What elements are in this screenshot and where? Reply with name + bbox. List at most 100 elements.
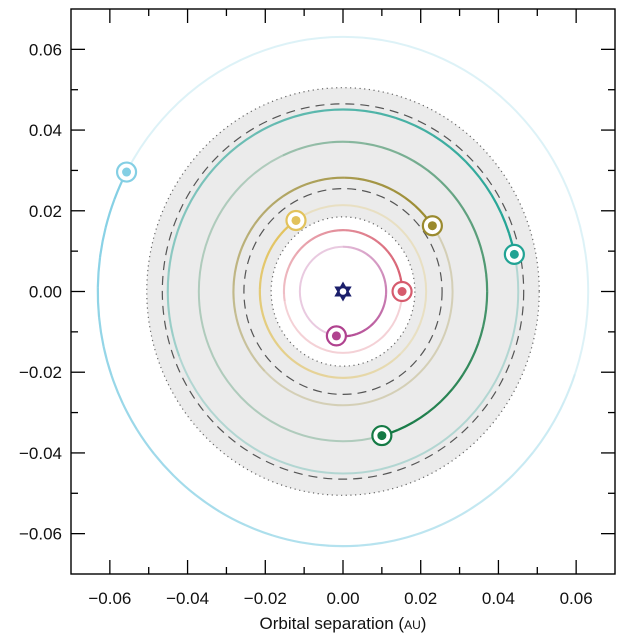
orbit-trail <box>413 160 429 172</box>
orbit-trail <box>366 253 372 259</box>
orbit-trail <box>485 274 489 292</box>
orbit-trail <box>466 493 493 512</box>
orbit-trail <box>152 452 175 477</box>
orbit-trail <box>392 353 402 362</box>
orbit-trail <box>234 312 240 326</box>
orbit-trail <box>293 110 315 118</box>
orbit-trail <box>207 158 224 176</box>
planet-marker <box>331 331 341 341</box>
x-tick-label: −0.06 <box>88 589 131 608</box>
orbit-trail <box>485 291 489 310</box>
orbit-trail <box>263 318 269 330</box>
x-tick-label: −0.04 <box>166 589 209 608</box>
orbit-trail <box>293 183 307 191</box>
orbit-trail <box>299 364 310 372</box>
orbit-trail <box>344 176 358 180</box>
x-tick-label: 0.06 <box>560 589 593 608</box>
orbit-trail <box>274 233 283 243</box>
x-tick-labels: −0.06 −0.04 −0.02 0.00 0.02 0.04 0.06 <box>88 589 592 608</box>
orbit-trail <box>346 334 352 338</box>
host-star <box>334 281 352 302</box>
orbit-trail <box>355 108 376 114</box>
orbit-trail <box>366 369 377 376</box>
orbit-trail <box>391 256 397 265</box>
orbit-trail <box>357 540 387 547</box>
orbit-trail <box>397 421 414 431</box>
orbit-trail <box>356 331 362 336</box>
orbit-trail <box>449 146 467 163</box>
orbit-trail <box>414 523 443 537</box>
orbit-trail <box>222 144 240 160</box>
orbit-trail <box>384 284 388 290</box>
planet-marker <box>397 287 407 296</box>
orbit-trail <box>135 428 155 455</box>
orbit-trail <box>357 248 363 253</box>
orbit-trail <box>236 246 244 260</box>
orbit-trail <box>381 273 386 280</box>
orbit-trail <box>365 142 383 149</box>
orbit-trail <box>331 229 339 233</box>
orbit-trail <box>356 373 367 378</box>
orbit-trail <box>357 177 371 183</box>
orbit-trail <box>382 245 389 253</box>
orbit-trail <box>272 195 284 205</box>
orbit-trail <box>500 213 511 234</box>
orbit-trail <box>348 140 366 145</box>
orbit-trail <box>176 209 188 231</box>
orbit-trail <box>241 234 249 248</box>
orbit-trail <box>282 188 295 198</box>
x-tick-label: −0.02 <box>244 589 287 608</box>
orbit-trail <box>218 510 246 527</box>
orbit-trail <box>260 309 266 320</box>
orbit-trail <box>360 328 367 334</box>
orbit-trail <box>195 173 210 193</box>
orbit-trail <box>244 524 273 537</box>
orbit-trail <box>282 147 300 157</box>
habitable-zone-dotted-boundary <box>146 87 540 496</box>
orbit-trail <box>470 223 480 241</box>
orbit-trail <box>255 122 275 135</box>
orbit-trail <box>477 239 485 258</box>
x-tick-label: 0.00 <box>326 589 359 608</box>
orbit-trail <box>96 287 101 318</box>
y-tick-label: −0.06 <box>19 525 62 544</box>
orbit-trail <box>377 240 384 248</box>
orbit-trail <box>313 108 335 114</box>
orbit-trail <box>291 252 298 261</box>
orbit-trail <box>259 268 264 280</box>
orbit-trail <box>376 314 381 320</box>
orbit-trail <box>426 400 442 414</box>
orbit-trail <box>104 198 116 229</box>
habitable-zone <box>146 87 540 496</box>
orbit-trail <box>298 143 316 151</box>
orbit-trail <box>386 533 416 544</box>
orbit-trail <box>241 337 250 351</box>
orbit-trail <box>548 401 565 429</box>
planet-marker <box>377 431 387 441</box>
orbit-trail <box>352 246 359 251</box>
orbit-trail <box>308 369 319 376</box>
orbit-trail <box>277 345 286 355</box>
planet-marker <box>427 221 437 231</box>
orbit-trail <box>461 359 473 376</box>
orbit-trail <box>470 343 480 361</box>
orbit-trail <box>373 260 379 266</box>
orbit-trail <box>451 374 464 390</box>
star-core <box>339 288 347 295</box>
orbit-trail <box>300 541 330 547</box>
orbit-trail <box>331 176 345 180</box>
orbit-trail <box>168 314 175 336</box>
orbit-trail <box>384 359 394 368</box>
orbit-trail <box>232 299 237 313</box>
orbit-trail <box>318 372 329 378</box>
orbit-trail <box>414 124 434 137</box>
orbit-trail <box>439 388 454 403</box>
orbit-trail <box>300 242 308 249</box>
orbit-trail <box>172 474 197 496</box>
habitable-zone-band <box>146 87 540 496</box>
planet-marker <box>509 249 519 259</box>
orbit-trail <box>266 328 274 339</box>
orbit-trail <box>378 309 384 316</box>
